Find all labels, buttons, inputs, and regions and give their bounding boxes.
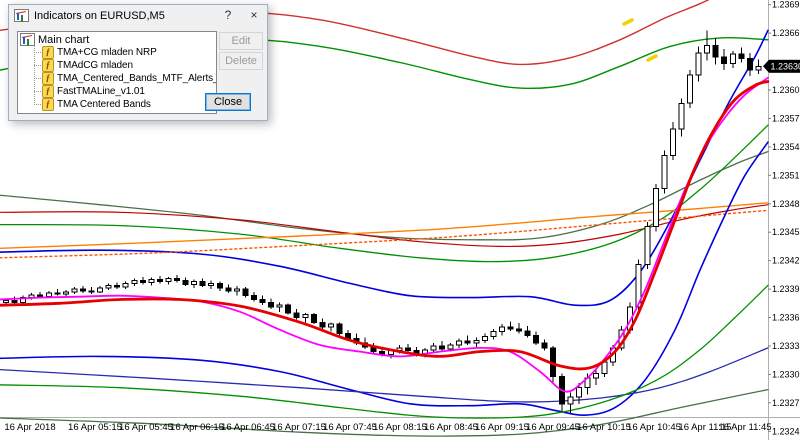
y-axis-label: 1.23395: [772, 284, 800, 294]
x-axis-label: 16 Apr 08:45: [424, 422, 478, 433]
x-axis-label: 16 Apr 09:15: [475, 422, 529, 433]
indicators-dialog: Indicators on EURUSD,M5 ? × Main chart ƒ…: [8, 4, 268, 121]
tree-item-main-chart[interactable]: Main chart: [20, 33, 216, 46]
x-axis-label: 16 Apr 2018: [4, 422, 55, 433]
alert-arrow-icon: [624, 20, 632, 24]
x-axis-label: 16 Apr 07:45: [323, 422, 377, 433]
y-axis-label: 1.23365: [772, 313, 800, 323]
indicator-name: TMA Centered Bands: [57, 99, 151, 110]
y-axis-label: 1.23545: [772, 142, 800, 152]
y-axis-label: 1.23515: [772, 170, 800, 180]
dialog-titlebar[interactable]: Indicators on EURUSD,M5 ? ×: [9, 5, 267, 26]
y-axis-label: 1.23305: [772, 369, 800, 379]
tree-root-label: Main chart: [38, 34, 89, 46]
current-price-tag: 1.23630: [763, 60, 800, 73]
x-axis-label: 16 Apr 10:15: [577, 422, 631, 433]
x-axis-label: 16 Apr 06:45: [221, 422, 275, 433]
y-axis-label: 1.23425: [772, 256, 800, 266]
indicator-name: TMAdCG mladen: [57, 60, 133, 71]
y-axis-label: 1.23245: [772, 426, 800, 436]
x-axis-label: 16 Apr 11:45: [718, 422, 771, 433]
dialog-close-x-button[interactable]: ×: [241, 5, 267, 26]
indicator-fx-icon: ƒ: [42, 72, 54, 85]
indicator-name: TMA+CG mladen NRP: [57, 47, 157, 58]
indicator-fx-icon: ƒ: [42, 85, 54, 98]
y-axis-label: 1.23695: [772, 0, 800, 10]
alert-marks: [624, 20, 656, 60]
x-axis-label: 16 Apr 05:15: [68, 422, 122, 433]
delete-button[interactable]: Delete: [219, 52, 263, 70]
y-axis-label: 1.23485: [772, 199, 800, 209]
x-axis-label: 16 Apr 10:45: [627, 422, 681, 433]
indicator-name: TMA_Centered_Bands_MTF_Alerts_v1: [57, 73, 217, 84]
line-fast-tma-line: [0, 78, 768, 392]
tma-lines: [0, 78, 768, 392]
indicator-fx-icon: ƒ: [42, 98, 54, 111]
y-axis-label: 1.23455: [772, 227, 800, 237]
indicator-fx-icon: ƒ: [42, 59, 54, 72]
alert-arrow-icon: [648, 56, 656, 60]
chart-icon: [20, 33, 35, 46]
x-axis-label: 16 Apr 07:15: [272, 422, 326, 433]
y-axis-label: 1.23335: [772, 341, 800, 351]
y-axis-label: 1.23275: [772, 398, 800, 408]
indicator-name: FastTMALine_v1.01: [57, 86, 145, 97]
dialog-title: Indicators on EURUSD,M5: [34, 10, 165, 22]
current-price-label: 1.23630: [771, 62, 800, 72]
indicators-dialog-icon: [14, 9, 29, 22]
y-axis-label: 1.23575: [772, 113, 800, 123]
help-button[interactable]: ?: [215, 5, 241, 26]
x-axis-label: 16 Apr 09:45: [526, 422, 580, 433]
x-axis-label: 16 Apr 06:15: [170, 422, 224, 433]
indicator-fx-icon: ƒ: [42, 46, 54, 59]
y-axis-label: 1.23665: [772, 28, 800, 38]
x-axis-label: 16 Apr 05:45: [119, 422, 173, 433]
edit-button[interactable]: Edit: [219, 32, 263, 50]
y-axis-label: 1.23605: [772, 85, 800, 95]
close-button[interactable]: Close: [205, 93, 251, 111]
x-axis-label: 16 Apr 08:15: [373, 422, 427, 433]
